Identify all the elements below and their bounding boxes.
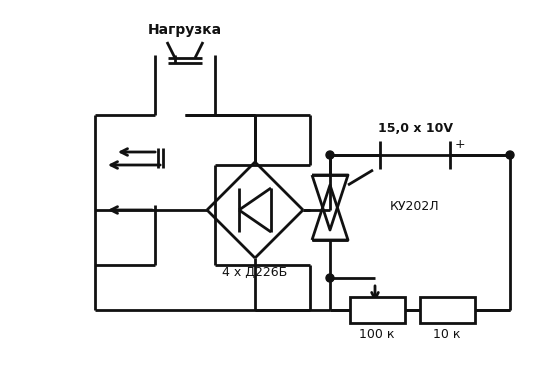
- Circle shape: [326, 151, 334, 159]
- Text: 15,0 х 10V: 15,0 х 10V: [377, 123, 453, 136]
- Circle shape: [326, 274, 334, 282]
- Text: 10 к: 10 к: [433, 329, 461, 342]
- Text: 100 к: 100 к: [359, 329, 395, 342]
- Text: 4 х Д226Б: 4 х Д226Б: [222, 265, 288, 278]
- Circle shape: [506, 151, 514, 159]
- Text: +: +: [455, 139, 465, 152]
- Bar: [420, 297, 475, 323]
- Bar: [350, 297, 405, 323]
- Text: КУ202Л: КУ202Л: [390, 201, 439, 214]
- Text: Нагрузка: Нагрузка: [148, 23, 222, 37]
